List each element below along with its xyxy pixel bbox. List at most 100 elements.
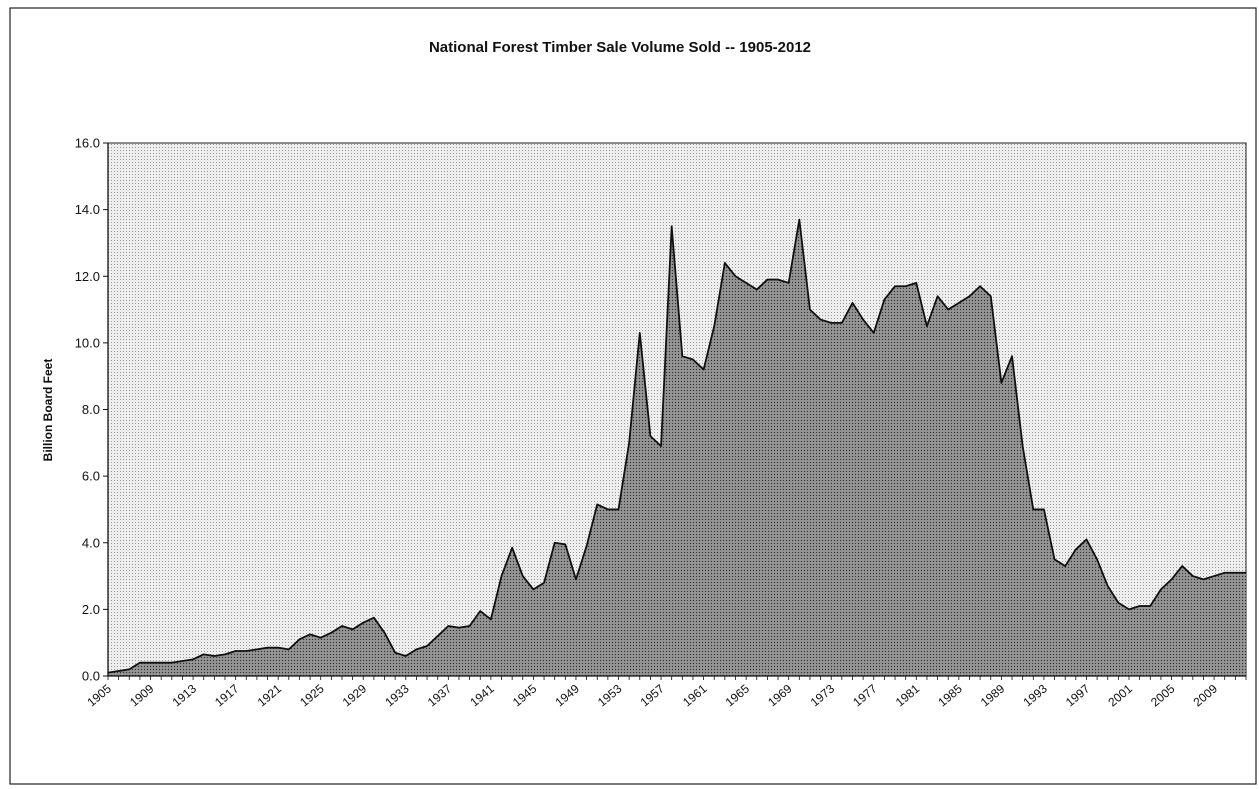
data-point-1917 [235,650,237,652]
data-point-1914 [203,653,205,655]
y-tick-label: 10.0 [75,335,100,350]
y-tick-label: 0.0 [82,669,100,684]
data-point-1999 [1107,585,1109,587]
data-point-2003 [1149,605,1151,607]
data-point-1950 [586,545,588,547]
x-tick-label: 1921 [255,681,285,709]
data-point-2005 [1170,578,1173,580]
data-point-1977 [873,332,875,334]
data-point-1956 [649,435,652,437]
x-tick-label: 1961 [680,681,710,709]
data-point-2008 [1202,578,1205,580]
x-tick-label: 1917 [212,681,242,709]
data-point-1995 [1064,565,1066,567]
data-point-2009 [1213,575,1215,577]
y-tick-label: 12.0 [75,269,100,284]
x-tick-label: 1945 [510,681,540,709]
data-point-1973 [830,322,832,324]
data-point-1930 [373,617,375,619]
data-point-1970 [798,219,800,221]
x-tick-label: 1957 [638,681,668,709]
data-point-1978 [883,298,885,301]
y-tick-label: 14.0 [75,202,100,217]
data-point-1952 [607,508,609,511]
data-point-1980 [905,285,907,287]
x-tick-label: 1913 [170,681,200,709]
data-point-2010 [1224,572,1226,574]
data-point-1968 [777,278,779,281]
data-point-1994 [1053,558,1056,561]
data-point-1933 [405,655,407,657]
data-point-1979 [894,285,896,287]
data-point-1912 [181,660,184,662]
data-point-1921 [277,647,279,649]
y-axis-ticks: 0.0 2.0 4.0 6.0 8.0 10.0 12.0 14.0 16.0 [75,136,108,684]
chart-border [9,7,1257,785]
data-point-1926 [330,632,332,634]
data-point-1935 [426,645,428,647]
x-tick-label: 1925 [297,681,327,709]
data-point-2002 [1139,605,1141,607]
data-point-1987 [979,285,981,287]
x-tick-label: 1981 [893,681,923,709]
data-point-1947 [554,542,556,544]
data-point-1931 [383,632,386,634]
data-point-1932 [394,652,396,654]
x-tick-label: 1985 [935,681,965,709]
data-point-1946 [543,582,545,584]
data-point-1945 [532,588,535,590]
data-point-1981 [915,282,917,284]
x-tick-label: 2001 [1105,681,1135,709]
data-point-1909 [149,662,152,664]
data-point-1937 [447,625,449,627]
x-tick-label: 1969 [765,681,795,709]
data-point-1992 [1032,508,1034,511]
data-point-1990 [1011,355,1013,357]
data-point-1954 [628,442,630,444]
data-point-1942 [500,575,503,577]
data-point-1971 [809,308,811,311]
data-point-1963 [724,262,726,264]
x-tick-label: 1933 [382,681,412,709]
data-point-1960 [692,358,694,361]
data-point-1918 [245,650,247,652]
data-point-1911 [171,662,173,664]
data-point-1920 [266,647,269,649]
data-point-2001 [1128,608,1130,610]
data-point-1910 [160,662,162,664]
data-point-2012 [1245,572,1247,574]
x-tick-label: 2005 [1148,681,1178,709]
data-point-1996 [1075,548,1077,551]
x-tick-label: 1989 [978,681,1008,709]
data-point-1953 [617,508,620,511]
data-point-1939 [469,625,471,627]
data-point-1908 [139,662,141,664]
data-point-1958 [671,225,673,227]
series-line [107,218,1246,674]
x-tick-label: 1909 [127,681,157,709]
data-point-1967 [766,278,769,281]
data-point-1916 [224,653,226,655]
area-series [107,218,1247,676]
data-point-1944 [522,575,524,577]
x-tick-label: 1941 [467,681,497,709]
data-point-2000 [1117,602,1119,604]
data-point-1923 [298,638,301,640]
data-point-1925 [320,637,322,639]
data-point-2004 [1160,588,1162,590]
data-point-1988 [990,295,992,297]
y-tick-label: 8.0 [82,402,100,417]
data-point-1940 [479,610,481,612]
data-point-1974 [841,322,843,324]
data-point-2007 [1192,575,1194,577]
data-point-1913 [192,658,194,660]
area-fill [108,219,1246,676]
data-point-1991 [1022,445,1024,447]
data-point-1949 [575,578,577,580]
data-point-1989 [1000,382,1002,384]
x-tick-label: 1905 [84,681,114,709]
data-point-1993 [1043,508,1045,511]
x-tick-label: 1937 [425,681,455,709]
data-point-1972 [819,318,822,321]
